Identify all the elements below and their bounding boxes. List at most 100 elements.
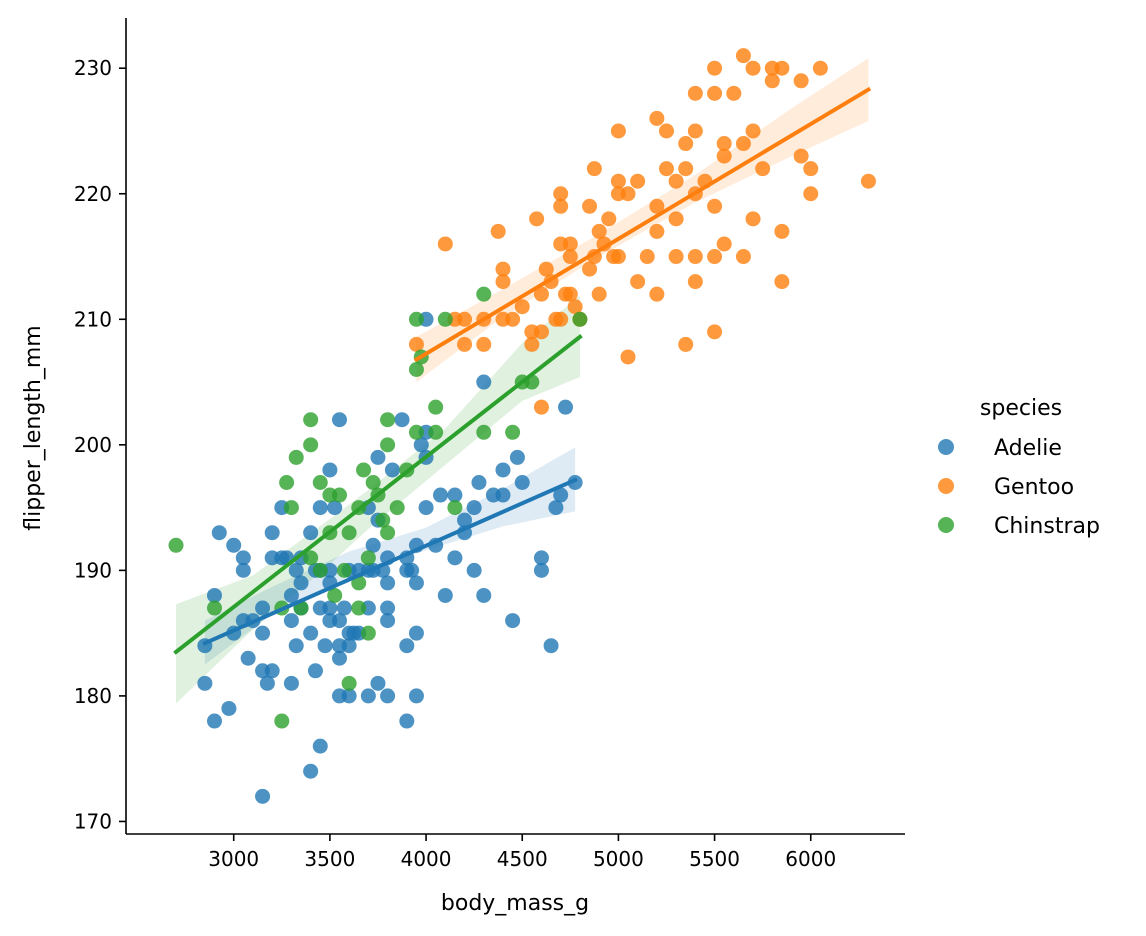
gentoo-point <box>707 198 723 214</box>
adelie-point <box>240 650 256 666</box>
adelie-point <box>404 562 420 578</box>
gentoo-point <box>591 286 607 302</box>
adelie-point <box>255 625 271 641</box>
gentoo-point <box>668 211 684 227</box>
gentoo-point <box>678 336 694 352</box>
adelie-point <box>283 613 299 629</box>
gentoo-point <box>538 261 554 277</box>
gentoo-point <box>716 136 732 152</box>
gentoo-point <box>601 211 617 227</box>
chinstrap-point <box>360 625 376 641</box>
adelie-point <box>264 525 280 541</box>
gentoo-point <box>687 123 703 139</box>
gentoo-point <box>860 173 876 189</box>
adelie-point <box>380 688 396 704</box>
adelie-point <box>413 437 429 453</box>
gentoo-point <box>582 261 598 277</box>
adelie-point <box>447 550 463 566</box>
gentoo-point <box>562 249 578 265</box>
gentoo-point <box>553 311 569 327</box>
adelie-point <box>312 500 328 516</box>
adelie-point <box>418 500 434 516</box>
adelie-point <box>312 738 328 754</box>
x-tick-label: 3000 <box>208 847 259 871</box>
adelie-point <box>399 713 415 729</box>
chinstrap-point <box>341 525 357 541</box>
gentoo-point <box>457 311 473 327</box>
x-tick-label: 4500 <box>497 847 548 871</box>
x-tick-label: 6000 <box>785 847 836 871</box>
adelie-point <box>380 613 396 629</box>
gentoo-point <box>707 249 723 265</box>
adelie-point <box>466 562 482 578</box>
y-tick-label: 210 <box>74 307 112 331</box>
adelie-point <box>558 399 574 415</box>
adelie-point <box>264 663 280 679</box>
gentoo-point <box>586 161 602 177</box>
gentoo-point <box>649 110 665 126</box>
adelie-legend-marker <box>938 439 954 455</box>
chinstrap-point <box>380 412 396 428</box>
legend-label: Adelie <box>994 436 1062 461</box>
chinstrap-point <box>332 487 348 503</box>
gentoo-point <box>505 311 521 327</box>
gentoo-point <box>803 161 819 177</box>
chinstrap-point <box>408 424 424 440</box>
adelie-point <box>283 587 299 603</box>
adelie-point <box>509 449 525 465</box>
gentoo-point <box>533 399 549 415</box>
chinstrap-point <box>375 512 391 528</box>
adelie-point <box>533 562 549 578</box>
gentoo-point <box>707 324 723 340</box>
gentoo-point <box>437 236 453 252</box>
gentoo-point <box>591 223 607 239</box>
adelie-point <box>399 638 415 654</box>
chinstrap-point <box>408 311 424 327</box>
adelie-regression-line <box>202 477 578 646</box>
gentoo-point <box>553 198 569 214</box>
gentoo-point <box>490 223 506 239</box>
adelie-point <box>384 462 400 478</box>
adelie-point <box>495 487 511 503</box>
chinstrap-point <box>380 437 396 453</box>
x-tick-label: 5500 <box>689 847 740 871</box>
adelie-point <box>226 537 242 553</box>
adelie-point <box>447 487 463 503</box>
gentoo-point <box>610 249 626 265</box>
chinstrap-point <box>303 550 319 566</box>
gentoo-point <box>658 161 674 177</box>
adelie-point <box>307 663 323 679</box>
adelie-point <box>471 474 487 490</box>
adelie-point <box>322 462 338 478</box>
adelie-point <box>332 412 348 428</box>
x-axis-label: body_mass_g <box>441 891 589 916</box>
gentoo-point <box>610 173 626 189</box>
gentoo-point <box>649 198 665 214</box>
chinstrap-point <box>327 587 343 603</box>
adelie-point <box>432 487 448 503</box>
gentoo-point <box>716 236 732 252</box>
adelie-point <box>303 525 319 541</box>
adelie-point <box>495 462 511 478</box>
y-tick-label: 230 <box>74 56 112 80</box>
chinstrap-point <box>274 713 290 729</box>
x-tick-label: 4000 <box>401 847 452 871</box>
chinstrap-point <box>365 474 381 490</box>
adelie-point <box>360 688 376 704</box>
chinstrap-point <box>288 449 304 465</box>
gentoo-point <box>668 173 684 189</box>
adelie-point <box>437 587 453 603</box>
adelie-point <box>543 638 559 654</box>
adelie-point <box>293 575 309 591</box>
legend-label: Gentoo <box>994 475 1074 500</box>
chinstrap-point <box>428 424 444 440</box>
chinstrap-point <box>168 537 184 553</box>
chinstrap-point <box>312 474 328 490</box>
adelie-point <box>457 512 473 528</box>
chinstrap-legend-marker <box>938 517 954 533</box>
gentoo-point <box>476 336 492 352</box>
chinstrap-point <box>408 362 424 378</box>
gentoo-point <box>687 85 703 101</box>
adelie-point <box>553 487 569 503</box>
x-tick-label: 5000 <box>593 847 644 871</box>
